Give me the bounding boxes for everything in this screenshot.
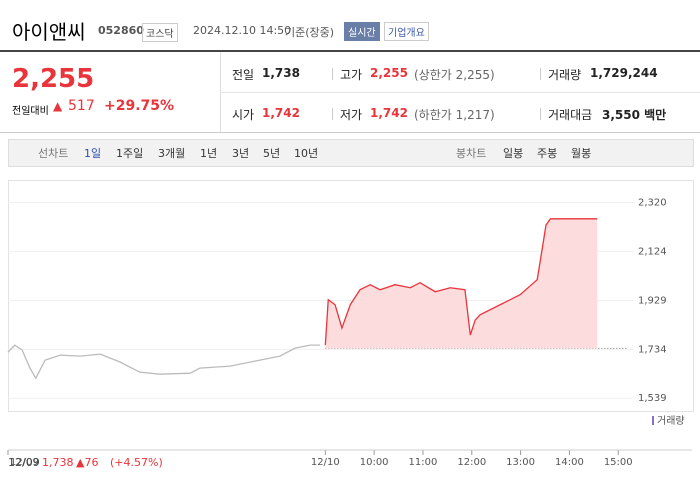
tab[interactable]: 3개월 xyxy=(158,147,186,160)
area xyxy=(325,218,598,349)
footer-close: 1,738 xyxy=(42,456,74,469)
info-value: 1,738 xyxy=(262,66,300,80)
realtime-button[interactable]: 실시간 xyxy=(344,22,380,41)
stock-code: 052860 xyxy=(98,24,144,37)
x-tick-label: 15:00 xyxy=(604,457,633,468)
separator xyxy=(540,108,541,120)
tab[interactable]: 월봉 xyxy=(571,147,592,160)
tab[interactable]: 1주일 xyxy=(116,147,144,160)
y-tick-label: 1,539 xyxy=(638,393,667,404)
y-tick-label: 2,320 xyxy=(638,198,667,209)
info-label: 고가 xyxy=(340,68,363,82)
volume-legend-swatch xyxy=(652,416,654,425)
x-tick-label: 13:00 xyxy=(506,457,535,468)
y-tick-label: 2,124 xyxy=(638,247,667,258)
separator xyxy=(332,108,333,120)
y-tick-label: 1,734 xyxy=(638,344,667,355)
tab[interactable]: 10년 xyxy=(294,147,319,160)
separator xyxy=(332,68,333,80)
info-value: 1,742 xyxy=(370,106,408,120)
tab[interactable]: 일봉 xyxy=(503,147,524,160)
info-note: (상한가 2,255) xyxy=(414,68,495,82)
tab: 봉차트 xyxy=(456,147,487,160)
price-line xyxy=(7,344,320,380)
footer-pct: (+4.57%) xyxy=(110,456,163,469)
x-tick-label: 11:00 xyxy=(409,457,438,468)
x-tick-label: 12/10 xyxy=(311,457,340,468)
info-value: 1,742 xyxy=(262,106,300,120)
info-label: 전일 xyxy=(232,68,255,82)
info-label: 거래대금 xyxy=(548,108,593,122)
tab-bar xyxy=(8,139,694,167)
datetime: 2024.12.10 14:50 xyxy=(193,24,292,37)
info-value: 3,550 백만 xyxy=(602,108,667,122)
tab[interactable]: 1년 xyxy=(200,147,218,160)
change-label: 전일대비 xyxy=(12,106,49,117)
chart: 1,539 1,734 1,929 2,124 2,320 12/09 12/10 10:00… xyxy=(7,198,692,468)
x-tick-label: 10:00 xyxy=(360,457,389,468)
tab[interactable]: 3년 xyxy=(232,147,250,160)
info-label: 시가 xyxy=(232,108,255,122)
separator xyxy=(540,68,541,80)
info-value: 1,729,244 xyxy=(590,66,658,80)
status: 기준(장중) xyxy=(285,26,335,39)
footer-date: 12/09 xyxy=(8,456,40,469)
tab[interactable]: 5년 xyxy=(263,147,281,160)
tab[interactable]: 주봉 xyxy=(537,147,558,160)
x-tick-label: 14:00 xyxy=(555,457,584,468)
stock-name: 아이앤씨 xyxy=(12,20,86,44)
info-label: 거래량 xyxy=(548,68,582,82)
x-tick-label: 12/09 xyxy=(10,457,39,468)
volume-label: 거래량 xyxy=(657,415,685,427)
footer-change: ▲76 xyxy=(76,456,99,469)
divider xyxy=(0,50,700,52)
change-pct: +29.75% xyxy=(104,98,175,114)
price-line xyxy=(324,218,598,346)
info-note: (하한가 1,217) xyxy=(414,108,495,122)
market: 코스닥 xyxy=(142,23,178,42)
company-button[interactable]: 기업개요 xyxy=(384,22,429,41)
current-price: 2,255 xyxy=(12,64,95,94)
info-value: 2,255 xyxy=(370,66,408,80)
x-tick-label: 12:00 xyxy=(457,457,486,468)
tab: 선차트 xyxy=(38,147,69,160)
y-tick-label: 1,929 xyxy=(638,296,667,307)
info-label: 저가 xyxy=(340,108,363,122)
tab[interactable]: 1일 xyxy=(84,147,102,160)
change: 517 xyxy=(68,98,95,114)
